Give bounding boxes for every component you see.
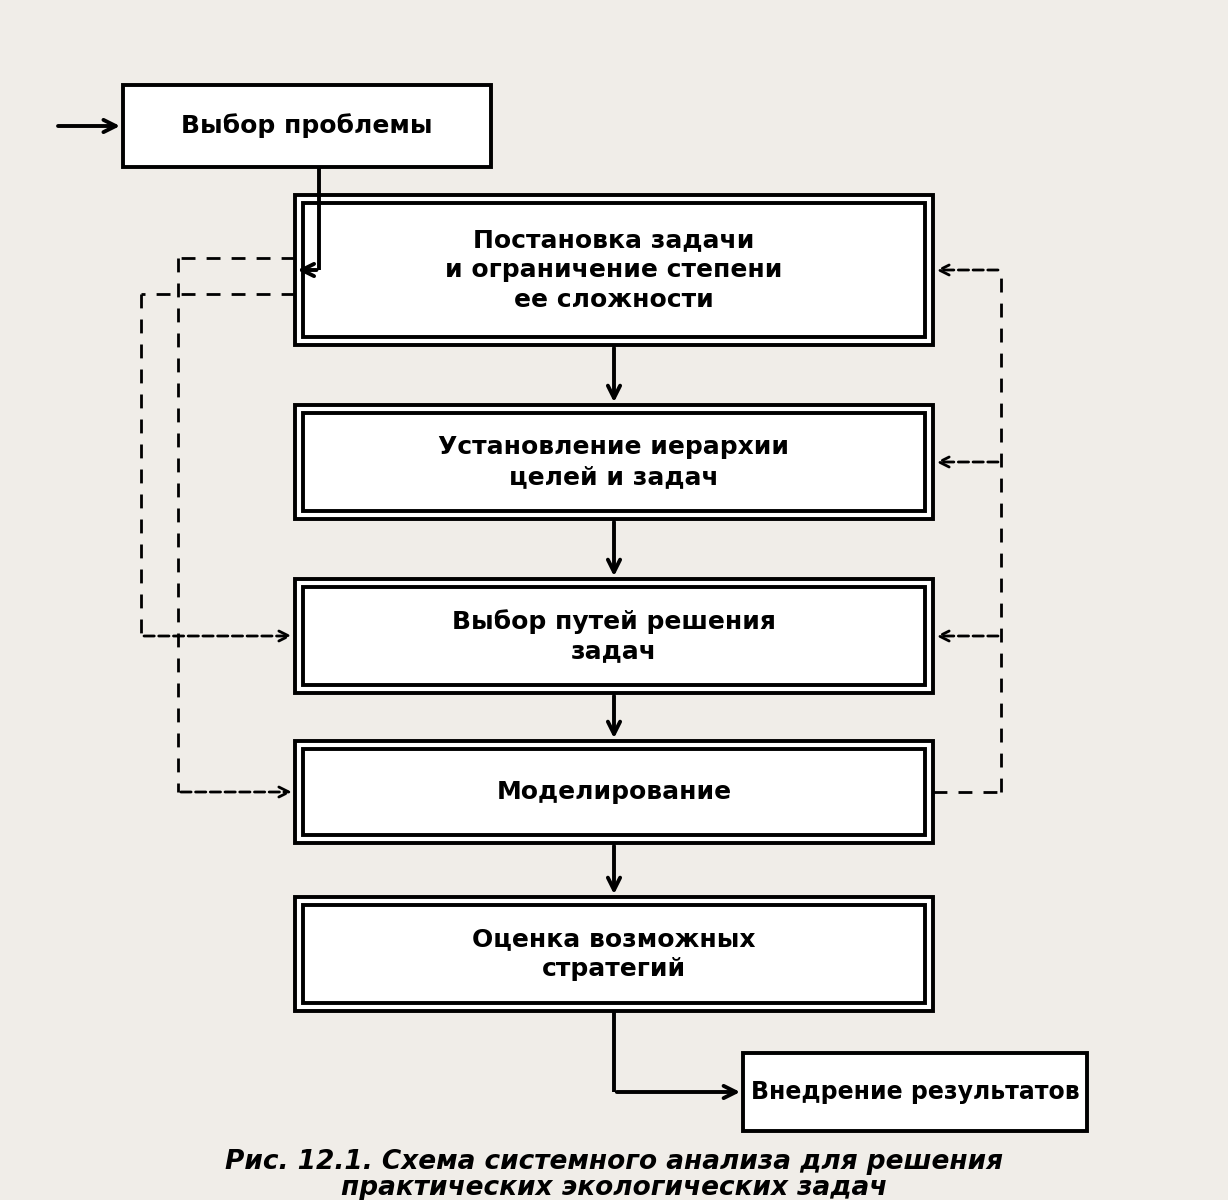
Text: Выбор проблемы: Выбор проблемы [182, 114, 432, 138]
FancyBboxPatch shape [295, 740, 933, 842]
Text: Внедрение результатов: Внедрение результатов [750, 1080, 1079, 1104]
FancyBboxPatch shape [295, 404, 933, 518]
FancyBboxPatch shape [295, 898, 933, 1010]
FancyBboxPatch shape [303, 749, 925, 835]
FancyBboxPatch shape [303, 413, 925, 511]
FancyBboxPatch shape [303, 203, 925, 336]
Text: практических экологических задач: практических экологических задач [341, 1175, 887, 1200]
FancyBboxPatch shape [295, 578, 933, 692]
FancyBboxPatch shape [303, 905, 925, 1003]
FancyBboxPatch shape [303, 588, 925, 684]
Text: Выбор путей решения
задач: Выбор путей решения задач [452, 608, 776, 664]
Text: Постановка задачи
и ограничение степени
ее сложности: Постановка задачи и ограничение степени … [446, 228, 782, 312]
FancyBboxPatch shape [295, 194, 933, 346]
Text: Оценка возможных
стратегий: Оценка возможных стратегий [473, 928, 755, 980]
Text: Рис. 12.1. Схема системного анализа для решения: Рис. 12.1. Схема системного анализа для … [225, 1148, 1003, 1175]
FancyBboxPatch shape [743, 1054, 1087, 1130]
FancyBboxPatch shape [123, 85, 491, 167]
Text: Установление иерархии
целей и задач: Установление иерархии целей и задач [438, 436, 790, 488]
Text: Моделирование: Моделирование [496, 780, 732, 804]
